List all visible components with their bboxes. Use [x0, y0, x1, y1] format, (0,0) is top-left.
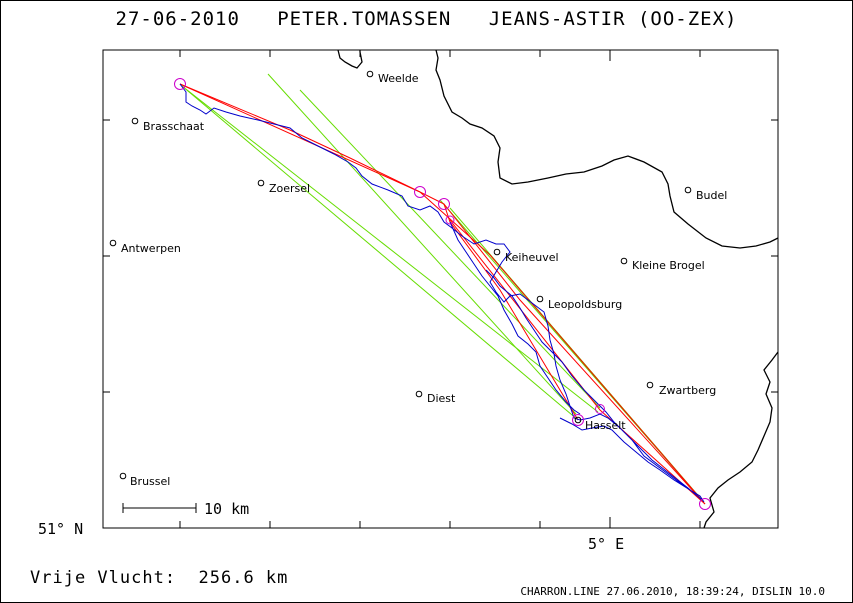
place-marker-antwerpen: [109, 239, 117, 247]
place-marker-diest: [415, 390, 423, 398]
place-marker-zoersel: [257, 179, 265, 187]
place-label-zoersel: Zoersel: [269, 182, 310, 195]
place-marker-leopoldsburg: [536, 295, 544, 303]
map-frame: [102, 49, 779, 529]
turnpoint-start: [174, 78, 186, 90]
scale-bar: 10 km: [122, 500, 249, 518]
place-label-antwerpen: Antwerpen: [121, 242, 181, 255]
flight-date: 27-06-2010: [115, 8, 240, 30]
place-label-weelde: Weelde: [378, 72, 419, 85]
turnpoint-2: [438, 198, 450, 210]
place-label-diest: Diest: [427, 392, 456, 405]
place-label-leopoldsburg: Leopoldsburg: [548, 298, 622, 311]
place-marker-weelde: [366, 70, 374, 78]
place-labels: Weelde Brasschaat Zoersel Budel Antwerpe…: [121, 72, 727, 488]
sector-lines: [181, 73, 703, 501]
turnpoint-4: [595, 404, 605, 414]
credit-line: CHARRON.LINE 27.06.2010, 18:39:24, DISLI…: [520, 585, 825, 598]
flight-header: 27-06-2010 PETER.TOMASSEN JEANS-ASTIR (O…: [0, 8, 853, 30]
longitude-label: 5° E: [588, 535, 624, 553]
pilot-name: PETER.TOMASSEN: [277, 8, 452, 30]
lon-ticks: [179, 50, 701, 528]
task-legs: [179, 83, 706, 505]
turnpoint-1: [414, 186, 426, 198]
turnpoint-hasselt: [572, 414, 584, 426]
place-marker-budel: [684, 186, 692, 194]
place-label-brasschaat: Brasschaat: [143, 120, 205, 133]
turnpoint-end: [699, 498, 711, 510]
place-marker-brasschaat: [131, 117, 139, 125]
place-label-kleine-brogel: Kleine Brogel: [632, 259, 705, 272]
latitude-label: 51° N: [38, 520, 83, 538]
lat-ticks: [103, 119, 778, 529]
glider-name: JEANS-ASTIR (OO-ZEX): [488, 8, 738, 30]
flight-track: [179, 83, 705, 503]
country-border: [337, 49, 779, 529]
place-marker-hasselt: [574, 416, 582, 424]
place-marker-zwartberg: [646, 381, 654, 389]
scale-label: 10 km: [204, 500, 249, 518]
flight-distance: Vrije Vlucht: 256.6 km: [30, 568, 289, 588]
place-label-budel: Budel: [696, 189, 727, 202]
place-label-zwartberg: Zwartberg: [659, 384, 716, 397]
place-marker-keiheuvel: [493, 248, 501, 256]
turnpoints: [174, 78, 711, 510]
place-marker-kleine-brogel: [620, 257, 628, 265]
place-label-brussel: Brussel: [130, 475, 170, 488]
place-markers: [109, 70, 692, 480]
place-marker-brussel: [119, 472, 127, 480]
place-label-hasselt: Hasselt: [585, 419, 626, 432]
turnpoint-3: [445, 215, 455, 225]
place-label-keiheuvel: Keiheuvel: [505, 251, 559, 264]
